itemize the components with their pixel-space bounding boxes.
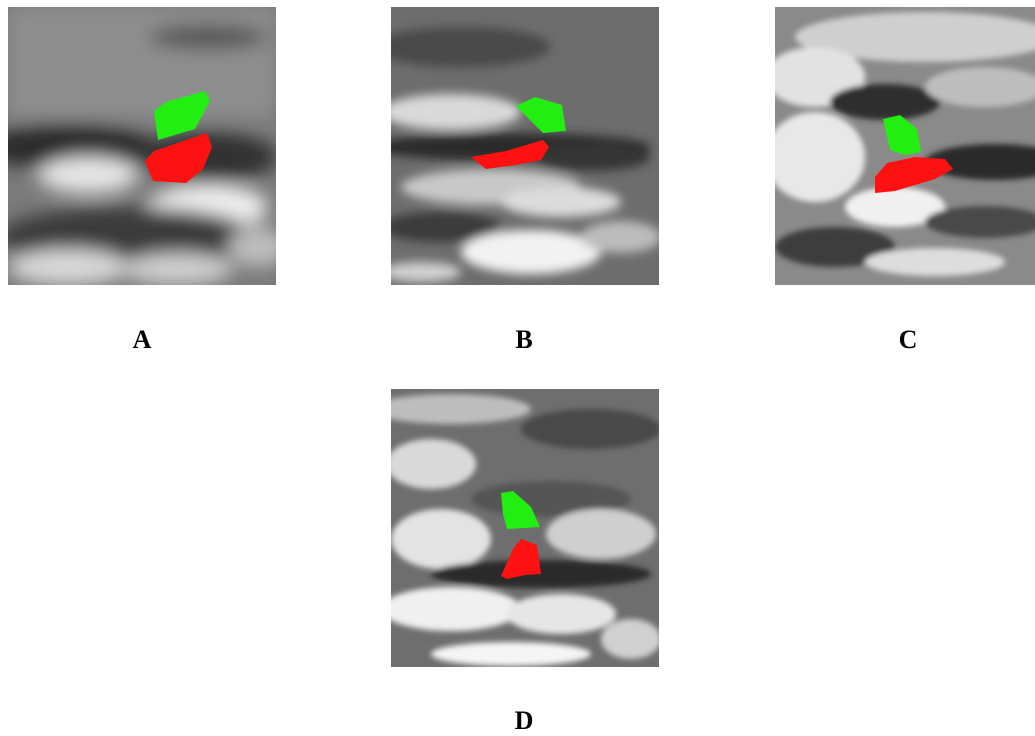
panel-label-c: C [898, 325, 918, 354]
green-region [501, 491, 540, 529]
green-region [883, 115, 921, 155]
satellite-image-b-graphic [391, 7, 659, 285]
satellite-image-a [8, 7, 276, 285]
red-region [471, 140, 549, 169]
red-region [145, 133, 212, 183]
satellite-image-a-graphic [8, 7, 276, 285]
satellite-image-b [391, 7, 659, 285]
red-region [501, 539, 541, 579]
panel-label-b: B [515, 325, 533, 354]
green-region [516, 97, 566, 133]
green-region [154, 91, 210, 140]
satellite-image-c [775, 7, 1035, 285]
red-region [875, 157, 953, 193]
satellite-image-d-graphic [391, 389, 659, 667]
panel-label-d: D [514, 706, 534, 735]
panel-label-a: A [132, 325, 152, 354]
satellite-image-d [391, 389, 659, 667]
satellite-image-c-graphic [775, 7, 1035, 285]
